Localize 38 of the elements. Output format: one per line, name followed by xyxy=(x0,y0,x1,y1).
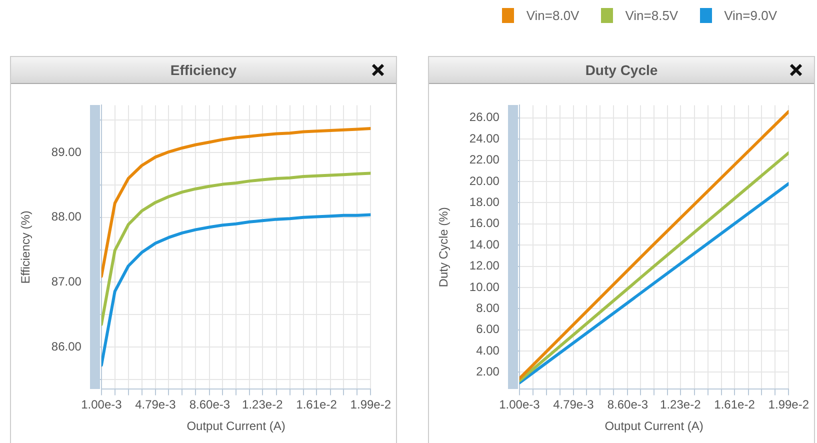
chart-title: Efficiency xyxy=(170,62,237,78)
y-tick-label: 20.00 xyxy=(469,174,500,188)
y-tick-label: 89.00 xyxy=(51,144,82,159)
legend-label: Vin=8.5V xyxy=(625,8,678,23)
x-axis-title: Output Current (A) xyxy=(604,419,704,434)
legend-label: Vin=8.0V xyxy=(526,8,580,23)
x-tick-label: 1.61e-2 xyxy=(714,398,756,412)
x-tick-label: 1.99e-2 xyxy=(768,398,810,412)
y-tick-label: 87.00 xyxy=(51,274,82,289)
legend-label: Vin=9.0V xyxy=(724,8,777,23)
y-tick-label: 14.00 xyxy=(469,237,500,252)
y-tick-label: 24.00 xyxy=(469,131,500,146)
y-axis-title: Duty Cycle (%) xyxy=(436,207,451,288)
x-tick-label: 4.79e-3 xyxy=(135,398,176,412)
x-tick-label: 8.60e-3 xyxy=(607,398,648,412)
x-tick-label: 1.61e-2 xyxy=(296,398,338,412)
x-tick-label: 1.23e-2 xyxy=(660,398,702,412)
y-tick-label: 22.00 xyxy=(469,152,500,167)
y-tick-label: 86.00 xyxy=(51,339,82,354)
y-tick-label: 10.00 xyxy=(469,280,500,294)
y-tick-label: 18.00 xyxy=(469,195,500,210)
y-tick-label: 12.00 xyxy=(469,258,500,273)
y-tick-label: 6.00 xyxy=(476,322,500,336)
x-tick-label: 1.23e-2 xyxy=(242,398,284,412)
x-tick-label: 1.00e-3 xyxy=(81,398,122,412)
y-tick-label: 26.00 xyxy=(469,110,500,124)
y-tick-label: 4.00 xyxy=(476,343,500,358)
y-axis-title: Efficiency (%) xyxy=(18,210,33,284)
y-tick-label: 16.00 xyxy=(469,216,500,230)
y-tick-label: 88.00 xyxy=(51,210,82,224)
chart-title: Duty Cycle xyxy=(585,62,658,78)
y-tick-label: 2.00 xyxy=(476,364,500,379)
x-tick-label: 1.99e-2 xyxy=(350,398,392,412)
x-tick-label: 4.79e-3 xyxy=(553,398,594,412)
x-tick-label: 8.60e-3 xyxy=(189,398,230,412)
x-axis-title: Output Current (A) xyxy=(186,419,286,434)
y-tick-label: 8.00 xyxy=(476,300,500,315)
x-tick-label: 1.00e-3 xyxy=(499,398,540,412)
